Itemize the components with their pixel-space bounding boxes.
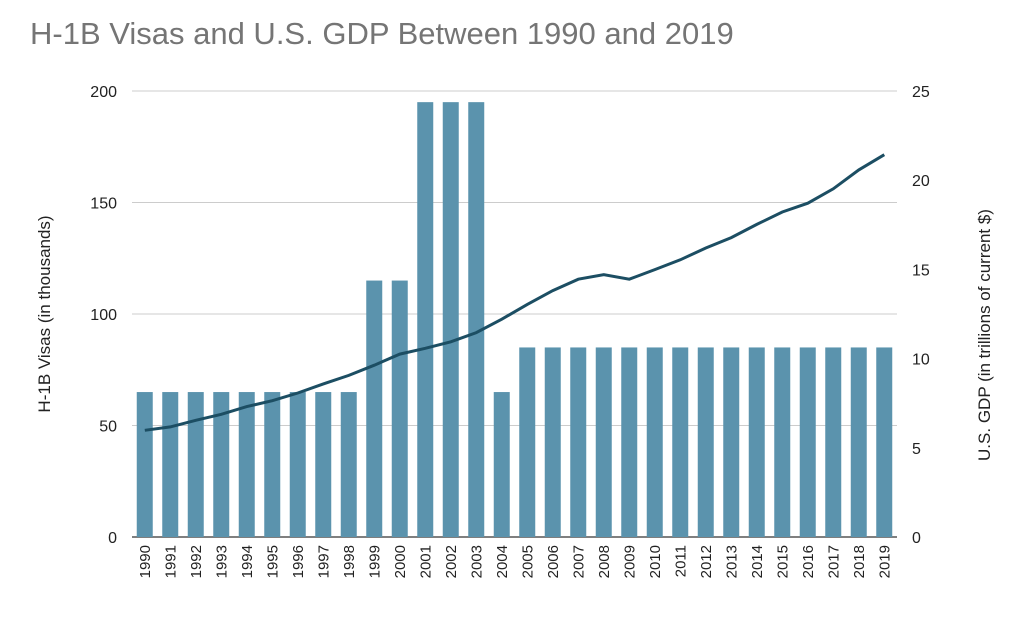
right-tick-label: 0: [912, 530, 921, 547]
bar-1990: [136, 392, 153, 537]
left-tick-label: 50: [99, 419, 117, 436]
bar-2003: [468, 102, 485, 538]
x-axis-ticks: 1990 1991 1992 1993 1994 1995 1996 1997 1998 1999…: [137, 545, 893, 578]
bar-1994: [238, 392, 255, 537]
bar-2011: [672, 347, 689, 537]
x-tick-label: 1999: [366, 545, 383, 578]
x-tick-label: 2015: [774, 545, 791, 578]
x-tick-label: 2004: [494, 545, 511, 578]
left-tick-label: 200: [90, 84, 117, 101]
x-tick-label: 1997: [315, 545, 332, 578]
x-tick-label: 2013: [723, 545, 740, 578]
x-tick-label: 1991: [162, 545, 179, 578]
chart-title: H-1B Visas and U.S. GDP Between 1990 and…: [30, 16, 734, 51]
x-tick-label: 2011: [672, 545, 689, 577]
x-tick-label: 1998: [341, 545, 358, 578]
bar-2019: [876, 347, 893, 537]
bar-2015: [774, 347, 791, 537]
bar-2017: [825, 347, 842, 537]
bar-2008: [595, 347, 612, 537]
bar-2013: [723, 347, 740, 537]
bar-series: [136, 102, 893, 538]
x-tick-label: 2012: [698, 545, 715, 578]
x-tick-label: 2007: [570, 545, 587, 578]
right-axis-title: U.S. GDP (in trillions of current $): [975, 209, 994, 461]
bar-2004: [493, 392, 510, 537]
x-tick-label: 2018: [851, 545, 868, 578]
bar-2016: [799, 347, 816, 537]
right-axis-ticks: 0 5 10 15 20 25: [912, 84, 930, 547]
bar-2010: [646, 347, 663, 537]
right-tick-label: 10: [912, 352, 930, 369]
bar-2006: [544, 347, 561, 537]
bar-2009: [621, 347, 638, 537]
bar-1998: [340, 392, 357, 537]
bar-2000: [391, 280, 408, 537]
x-tick-label: 2001: [417, 545, 434, 578]
x-tick-label: 2016: [800, 545, 817, 578]
x-tick-label: 2008: [596, 545, 613, 578]
bar-1999: [366, 280, 383, 537]
bar-1992: [187, 392, 204, 537]
x-tick-label: 2003: [468, 545, 485, 578]
right-tick-label: 25: [912, 84, 930, 101]
left-tick-label: 100: [90, 307, 117, 324]
x-tick-label: 1992: [188, 545, 205, 578]
x-tick-label: 1996: [290, 545, 307, 578]
bar-2018: [850, 347, 867, 537]
x-tick-label: 1990: [137, 545, 154, 578]
left-axis-ticks: 0 50 100 150 200: [90, 84, 117, 547]
x-tick-label: 2002: [443, 545, 460, 578]
bar-2001: [417, 102, 434, 538]
bar-1991: [162, 392, 179, 537]
bar-2007: [570, 347, 587, 537]
right-tick-label: 20: [912, 173, 930, 190]
bar-2014: [748, 347, 765, 537]
bar-1993: [213, 392, 230, 537]
x-tick-label: 1995: [264, 545, 281, 578]
x-tick-label: 2009: [621, 545, 638, 578]
x-tick-label: 2005: [519, 545, 536, 578]
x-tick-label: 1993: [213, 545, 230, 578]
x-tick-label: 1994: [239, 545, 256, 578]
x-tick-label: 2010: [647, 545, 664, 578]
x-tick-label: 2017: [825, 545, 842, 578]
left-tick-label: 150: [90, 196, 117, 213]
x-tick-label: 2000: [392, 545, 409, 578]
bar-2005: [519, 347, 536, 537]
bar-1995: [264, 392, 281, 537]
left-tick-label: 0: [108, 530, 117, 547]
gridlines: [132, 90, 897, 538]
gdp-line: [144, 153, 886, 432]
bar-1996: [289, 392, 306, 537]
x-tick-label: 2014: [749, 545, 766, 578]
x-tick-label: 2006: [545, 545, 562, 578]
x-tick-label: 2019: [876, 545, 893, 578]
right-tick-label: 15: [912, 262, 930, 279]
bar-1997: [315, 392, 332, 537]
bar-2002: [442, 102, 459, 538]
right-tick-label: 5: [912, 441, 921, 458]
bar-2012: [697, 347, 714, 537]
left-axis-title: H-1B Visas (in thousands): [35, 215, 54, 412]
